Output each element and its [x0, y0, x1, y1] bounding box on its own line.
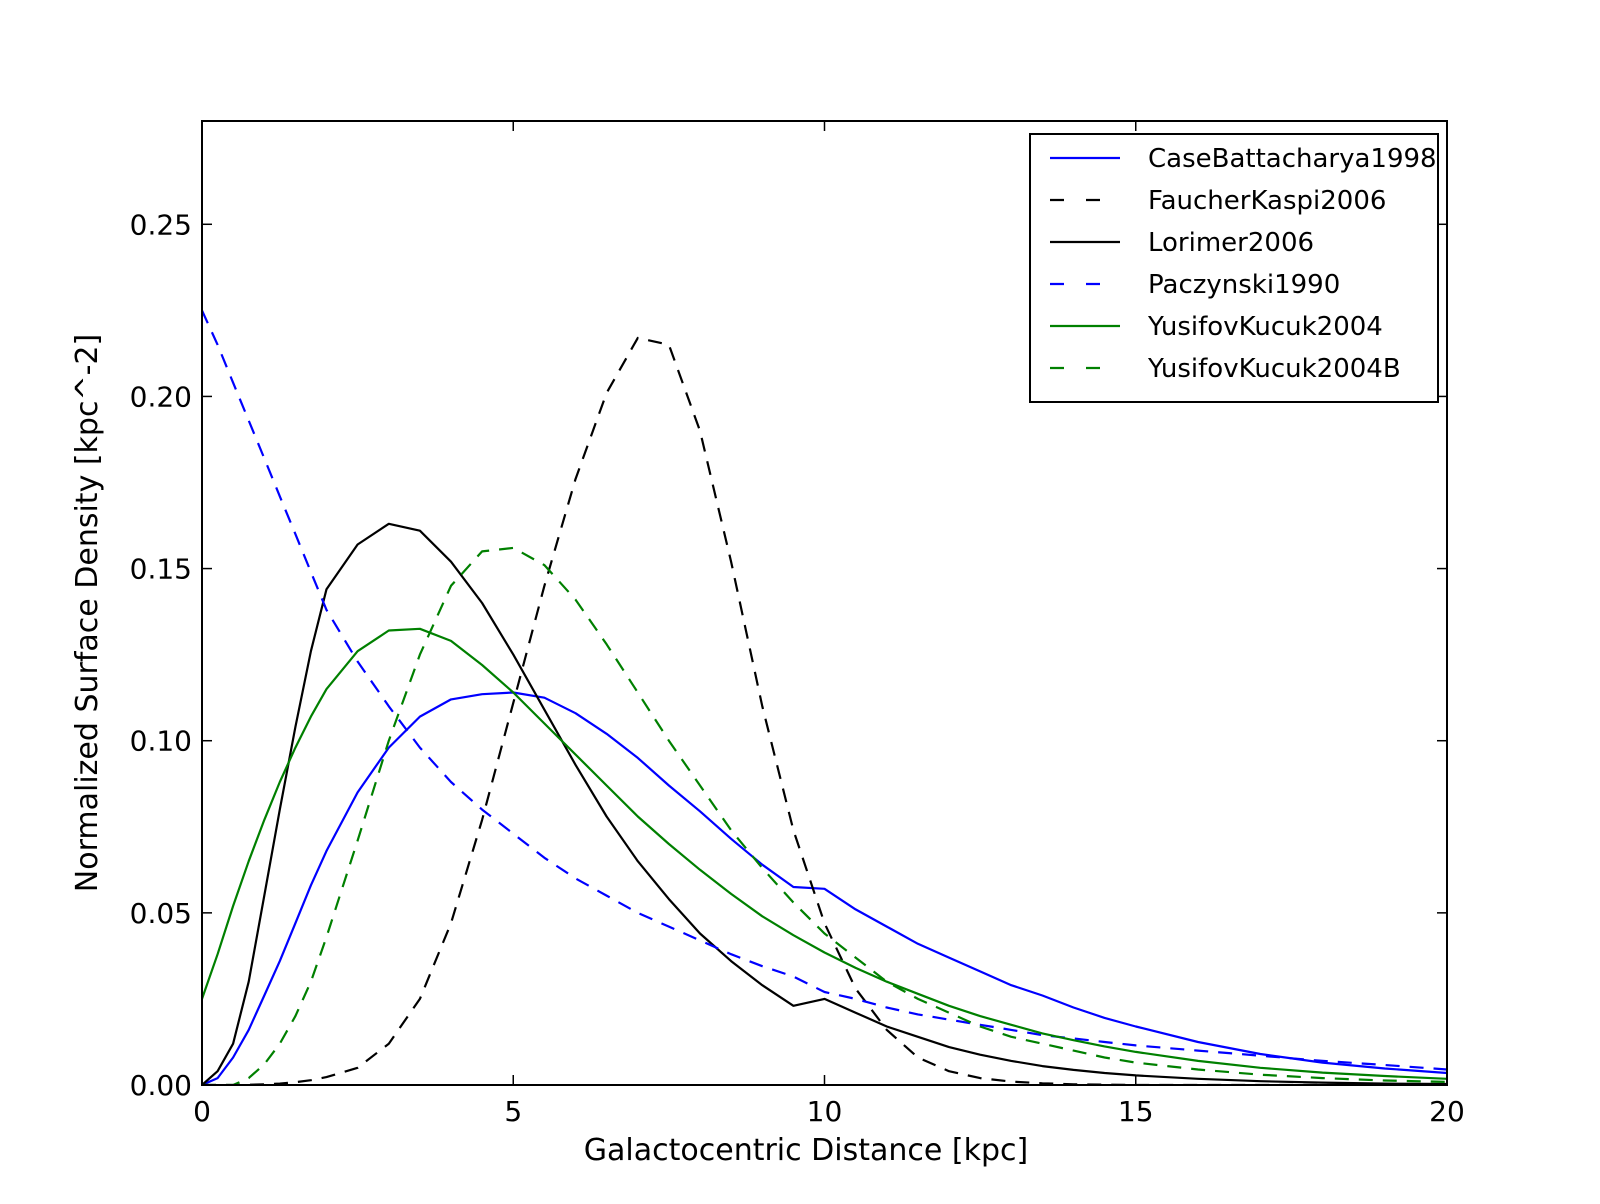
y-tick-label: 0.15: [130, 553, 192, 586]
series-line-casebattacharya1998: [202, 691, 1447, 1085]
legend-label: CaseBattacharya1998: [1148, 144, 1437, 174]
legend-label: YusifovKucuk2004: [1147, 312, 1383, 342]
legend-label: Lorimer2006: [1148, 228, 1314, 258]
series-line-yusifovkucuk2004: [202, 627, 1447, 1080]
legend-label: FaucherKaspi2006: [1148, 186, 1386, 216]
legend-label: YusifovKucuk2004B: [1147, 354, 1401, 384]
x-tick-label: 20: [1429, 1095, 1465, 1128]
series-line-lorimer2006: [202, 522, 1447, 1085]
x-axis-label: Galactocentric Distance [kpc]: [584, 1133, 1028, 1168]
legend: CaseBattacharya1998 FaucherKaspi2006 Lorim…: [1029, 133, 1439, 403]
x-tick-label: 15: [1118, 1095, 1154, 1128]
y-tick-label: 0.10: [130, 725, 192, 758]
y-axis-label: Normalized Surface Density [kpc^-2]: [70, 334, 105, 892]
y-tick-label: 0.05: [130, 897, 192, 930]
legend-box: [1029, 133, 1439, 403]
y-tick-label: 0.25: [130, 208, 192, 241]
series-line-yusifovkucuk2004b: [202, 546, 1447, 1085]
axis-ticks: 0 5 10 15 20 0.00 0.05 0.10 0.15 0.20 0.25: [130, 121, 1465, 1128]
y-tick-label: 0.20: [130, 380, 192, 413]
x-tick-label: 5: [504, 1095, 522, 1128]
x-tick-label: 10: [807, 1095, 843, 1128]
series-line-paczynski1990: [202, 309, 1447, 1071]
legend-label: Paczynski1990: [1148, 270, 1340, 300]
y-tick-label: 0.00: [130, 1069, 192, 1102]
x-tick-label: 0: [193, 1095, 211, 1128]
